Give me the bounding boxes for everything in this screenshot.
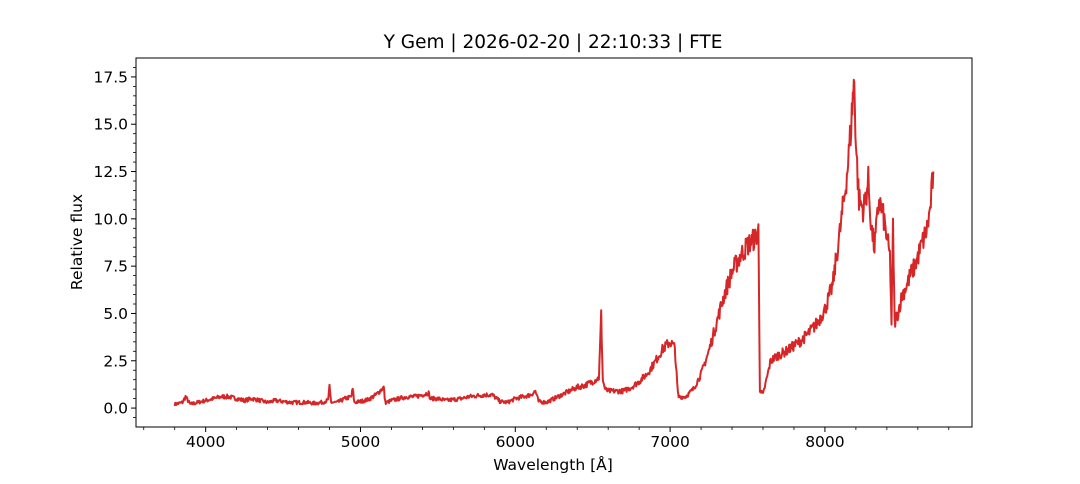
y-tick-label: 5.0: [103, 305, 128, 323]
series-line-0: [173, 78, 935, 407]
x-axis-label: Wavelength [Å]: [493, 455, 613, 474]
x-tick-label: 5000: [341, 433, 380, 451]
y-tick-label: 2.5: [103, 352, 128, 370]
y-tick-label: 7.5: [103, 258, 128, 276]
y-tick-label: 17.5: [93, 68, 128, 86]
x-tick-label: 6000: [496, 433, 535, 451]
x-tick-label: 8000: [805, 433, 844, 451]
y-tick-label: 0.0: [103, 400, 128, 418]
axes-frame: [135, 57, 973, 428]
y-tick-label: 12.5: [93, 163, 128, 181]
axes: 4000 5000 6000 7000 8000 0.0 2.5 5.0 7.5 10.0 12.5…: [93, 57, 973, 451]
plot-area: [173, 78, 935, 407]
chart-title: Y Gem | 2026-02-20 | 22:10:33 | FTE: [383, 32, 723, 53]
y-axis-label: Relative flux: [68, 194, 86, 290]
y-tick-label: 15.0: [93, 116, 128, 134]
x-tick-label: 4000: [186, 433, 225, 451]
x-tick-label: 7000: [650, 433, 689, 451]
y-tick-label: 10.0: [93, 210, 128, 228]
